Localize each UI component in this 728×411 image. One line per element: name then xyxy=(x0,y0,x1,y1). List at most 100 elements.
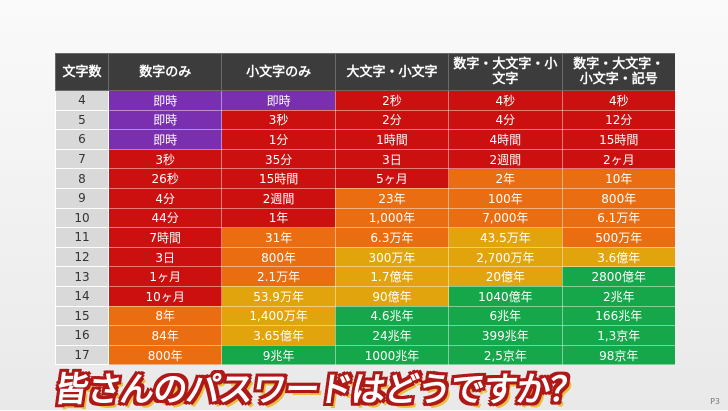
crack-time-cell: 300万年 xyxy=(335,247,448,267)
column-header: 数字のみ xyxy=(109,54,222,91)
crack-time-cell: 44分 xyxy=(109,208,222,228)
crack-time-cell: 2,700万年 xyxy=(449,247,562,267)
crack-time-cell: 2ヶ月 xyxy=(562,149,675,169)
crack-time-cell: 2年 xyxy=(449,169,562,189)
crack-time-cell: 4.6兆年 xyxy=(335,306,448,326)
crack-time-cell: 1,000年 xyxy=(335,208,448,228)
length-cell: 4 xyxy=(56,91,109,111)
crack-time-cell: 166兆年 xyxy=(562,306,675,326)
table-header: 文字数数字のみ小文字のみ大文字・小文字数字・大文字・小文字数字・大文字・小文字・… xyxy=(56,54,676,91)
crack-time-cell: 2.1万年 xyxy=(222,267,335,287)
crack-time-cell: 1,3京年 xyxy=(562,326,675,346)
crack-time-cell: 4分 xyxy=(449,110,562,130)
length-cell: 11 xyxy=(56,228,109,248)
password-strength-table-frame: 文字数数字のみ小文字のみ大文字・小文字数字・大文字・小文字数字・大文字・小文字・… xyxy=(55,53,675,365)
crack-time-cell: 4分 xyxy=(109,188,222,208)
length-cell: 6 xyxy=(56,130,109,150)
crack-time-cell: 26秒 xyxy=(109,169,222,189)
crack-time-cell: 2秒 xyxy=(335,91,448,111)
crack-time-cell: 6.1万年 xyxy=(562,208,675,228)
crack-time-cell: 500万年 xyxy=(562,228,675,248)
crack-time-cell: 4秒 xyxy=(562,91,675,111)
crack-time-cell: 100年 xyxy=(449,188,562,208)
crack-time-cell: 2分 xyxy=(335,110,448,130)
length-cell: 13 xyxy=(56,267,109,287)
crack-time-cell: 23年 xyxy=(335,188,448,208)
crack-time-cell: 2週間 xyxy=(222,188,335,208)
crack-time-cell: 1,400万年 xyxy=(222,306,335,326)
password-crack-time-table: 文字数数字のみ小文字のみ大文字・小文字数字・大文字・小文字数字・大文字・小文字・… xyxy=(55,53,675,365)
crack-time-cell: 7時間 xyxy=(109,228,222,248)
crack-time-cell: 8年 xyxy=(109,306,222,326)
length-cell: 14 xyxy=(56,286,109,306)
length-cell: 9 xyxy=(56,188,109,208)
crack-time-cell: 35分 xyxy=(222,149,335,169)
crack-time-cell: 4秒 xyxy=(449,91,562,111)
crack-time-cell: 15時間 xyxy=(222,169,335,189)
crack-time-cell: 3秒 xyxy=(222,110,335,130)
column-header: 数字・大文字・小文字・記号 xyxy=(562,54,675,91)
crack-time-cell: 2週間 xyxy=(449,149,562,169)
crack-time-cell: 15時間 xyxy=(562,130,675,150)
column-header: 大文字・小文字 xyxy=(335,54,448,91)
crack-time-cell: 1.7億年 xyxy=(335,267,448,287)
crack-time-cell: 2800億年 xyxy=(562,267,675,287)
crack-time-cell: 3日 xyxy=(109,247,222,267)
crack-time-cell: 800年 xyxy=(562,188,675,208)
length-cell: 12 xyxy=(56,247,109,267)
length-cell: 8 xyxy=(56,169,109,189)
length-cell: 10 xyxy=(56,208,109,228)
crack-time-cell: 3秒 xyxy=(109,149,222,169)
crack-time-cell: 399兆年 xyxy=(449,326,562,346)
crack-time-cell: 1年 xyxy=(222,208,335,228)
crack-time-cell: 10年 xyxy=(562,169,675,189)
crack-time-cell: 7,000年 xyxy=(449,208,562,228)
crack-time-cell: 24兆年 xyxy=(335,326,448,346)
crack-time-cell: 3.6億年 xyxy=(562,247,675,267)
crack-time-cell: 5ヶ月 xyxy=(335,169,448,189)
crack-time-cell: 43.5万年 xyxy=(449,228,562,248)
crack-time-cell: 12分 xyxy=(562,110,675,130)
crack-time-cell: 即時 xyxy=(109,130,222,150)
crack-time-cell: 2兆年 xyxy=(562,286,675,306)
column-header: 文字数 xyxy=(56,54,109,91)
crack-time-cell: 6.3万年 xyxy=(335,228,448,248)
crack-time-cell: 1040億年 xyxy=(449,286,562,306)
crack-time-cell: 1ヶ月 xyxy=(109,267,222,287)
length-cell: 7 xyxy=(56,149,109,169)
corner-watermark: P3 xyxy=(710,397,720,406)
column-header: 数字・大文字・小文字 xyxy=(449,54,562,91)
crack-time-cell: 即時 xyxy=(109,91,222,111)
crack-time-cell: 90億年 xyxy=(335,286,448,306)
crack-time-cell: 20億年 xyxy=(449,267,562,287)
column-header: 小文字のみ xyxy=(222,54,335,91)
question-banner: 皆さんのパスワードはどうですか？ xyxy=(52,362,689,410)
crack-time-cell: 即時 xyxy=(109,110,222,130)
crack-time-cell: 31年 xyxy=(222,228,335,248)
crack-time-cell: 6兆年 xyxy=(449,306,562,326)
crack-time-cell: 3.65億年 xyxy=(222,326,335,346)
crack-time-cell: 10ヶ月 xyxy=(109,286,222,306)
crack-time-cell: 1分 xyxy=(222,130,335,150)
crack-time-cell: 3日 xyxy=(335,149,448,169)
crack-time-cell: 4時間 xyxy=(449,130,562,150)
crack-time-cell: 800年 xyxy=(222,247,335,267)
crack-time-cell: 53.9万年 xyxy=(222,286,335,306)
length-cell: 5 xyxy=(56,110,109,130)
crack-time-cell: 1時間 xyxy=(335,130,448,150)
length-cell: 16 xyxy=(56,326,109,346)
